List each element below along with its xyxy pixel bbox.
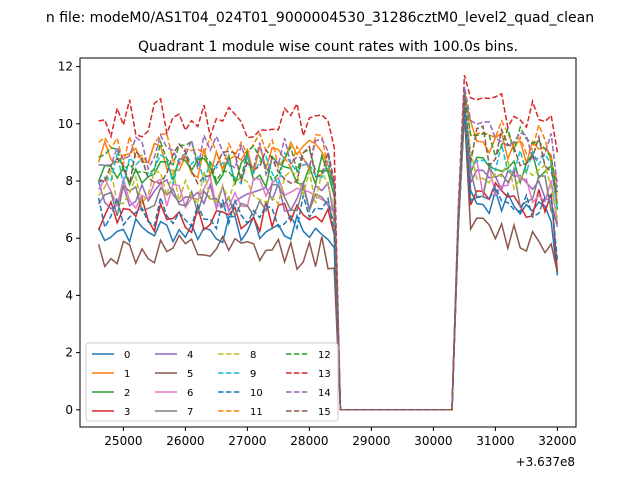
- series-line-8: [98, 103, 559, 411]
- legend-label-15: 15: [318, 407, 331, 418]
- legend-label-12: 12: [318, 350, 331, 361]
- x-tick-label-25000: 25000: [104, 434, 142, 448]
- y-tick-label-4: 4: [65, 288, 73, 302]
- legend-label-5: 5: [187, 369, 193, 380]
- legend-label-4: 4: [187, 350, 193, 361]
- x-tick-label-31000: 31000: [476, 434, 514, 448]
- series-line-11: [98, 89, 559, 411]
- legend-label-11: 11: [250, 407, 263, 418]
- legend-label-2: 2: [124, 388, 130, 399]
- series-line-3: [97, 106, 559, 411]
- series-line-0: [97, 97, 559, 411]
- legend-label-0: 0: [124, 350, 130, 361]
- legend-label-1: 1: [124, 369, 130, 380]
- y-tick-label-0: 0: [65, 403, 73, 417]
- y-tick-label-6: 6: [65, 231, 73, 245]
- series-line-7: [97, 112, 559, 411]
- x-tick-label-32000: 32000: [538, 434, 576, 448]
- x-axis: 25000 26000 27000 28000 29000 30000 31000 32000: [104, 427, 576, 448]
- figure-suptitle: n file: modeM0/AS1T04_024T01_9000004530_…: [46, 10, 594, 26]
- legend-label-9: 9: [250, 369, 256, 380]
- legend-label-14: 14: [318, 388, 331, 399]
- plot-frame: [79, 57, 577, 428]
- x-tick-label-28000: 28000: [290, 434, 328, 448]
- legend-label-6: 6: [187, 388, 193, 399]
- legend-label-13: 13: [318, 369, 331, 380]
- y-tick-label-2: 2: [65, 346, 73, 360]
- legend-frame: [85, 342, 339, 422]
- series-line-13: [98, 75, 559, 411]
- x-tick-label-27000: 27000: [228, 434, 266, 448]
- series-line-5: [97, 112, 559, 411]
- series-layer: [97, 75, 559, 411]
- x-tick-label-29000: 29000: [352, 434, 390, 448]
- series-line-9: [98, 100, 559, 411]
- series-line-10: [97, 106, 559, 411]
- y-axis: 0 2 4 6 8 10 12: [58, 60, 80, 417]
- x-tick-label-30000: 30000: [414, 434, 452, 448]
- chart-title: Quadrant 1 module wise count rates with …: [138, 39, 518, 55]
- series-line-14: [98, 86, 559, 411]
- series-line-12: [98, 92, 559, 411]
- y-tick-label-10: 10: [58, 117, 73, 131]
- series-line-15: [98, 95, 559, 411]
- y-tick-label-12: 12: [58, 60, 73, 74]
- legend-label-10: 10: [250, 388, 263, 399]
- legend-label-3: 3: [124, 407, 130, 418]
- x-offset-label: +3.637e8: [516, 455, 575, 469]
- x-tick-label-26000: 26000: [166, 434, 204, 448]
- legend-label-8: 8: [250, 350, 256, 361]
- legend-label-7: 7: [187, 407, 193, 418]
- y-tick-label-8: 8: [65, 174, 73, 188]
